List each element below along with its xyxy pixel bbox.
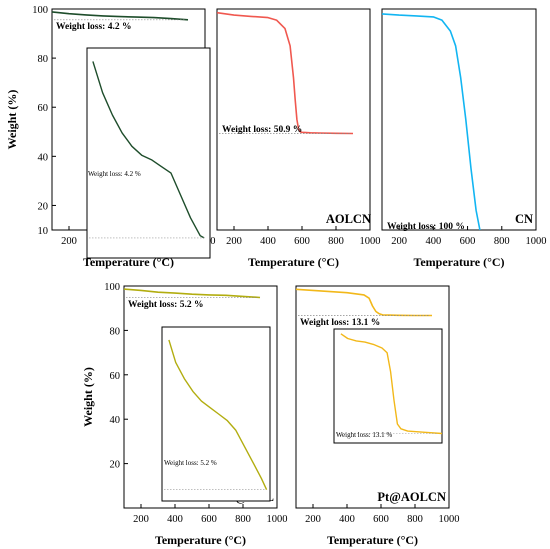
- y-tick-label: 80: [110, 326, 121, 337]
- plot-frame: [381, 8, 537, 231]
- x-axis-label: Temperature (°C): [155, 533, 246, 547]
- x-tick-label: 800: [328, 236, 344, 247]
- panel-pt-aolcn: 200 400 600 800 1000 Temperature (°C) Weight l…: [295, 285, 460, 547]
- weight-loss-annotation: Weight loss: 50.9 %: [222, 125, 302, 135]
- x-tick-label: 1000: [267, 514, 288, 525]
- y-tick-label: 100: [32, 5, 48, 16]
- x-tick-label: 600: [201, 514, 217, 525]
- series-line: [295, 288, 432, 317]
- x-tick-label: 1000: [360, 236, 381, 247]
- x-tick-label: 1000: [439, 514, 460, 525]
- x-tick-label: 200: [61, 236, 77, 247]
- x-axis-label: Temperature (°C): [327, 533, 418, 547]
- panel-label: CN: [515, 212, 533, 226]
- inset-frame: [161, 326, 271, 502]
- x-tick-label: 600: [294, 236, 310, 247]
- y-tick-label: 80: [38, 54, 49, 65]
- y-tick-label: 60: [38, 103, 49, 114]
- weight-loss-annotation: Weight loss: 4.2 %: [56, 22, 131, 32]
- x-tick-label: 1000: [526, 236, 547, 247]
- inset: Weight loss: 4.2 %: [86, 47, 211, 259]
- inset-weight-loss-annotation: Weight loss: 13.1 %: [336, 431, 392, 439]
- x-tick-label: 600: [373, 514, 389, 525]
- panel-cn: 200 400 600 800 1000 Temperature (°C) Weight l…: [381, 8, 547, 269]
- inset-weight-loss-annotation: Weight loss: 4.2 %: [88, 170, 141, 178]
- panel-aolcn: 200 400 600 800 1000 Temperature (°C) Weight l…: [216, 8, 381, 269]
- x-tick-label: 200: [391, 236, 407, 247]
- inset-series-line: [340, 333, 443, 435]
- y-tick-label: 100: [104, 282, 120, 293]
- panel-label: Pt@AOLCN: [377, 490, 446, 504]
- y-axis-label: Weight (%): [5, 90, 19, 150]
- y-tick-label: 20: [110, 460, 121, 471]
- inset-frame: [333, 328, 443, 444]
- series-line: [381, 13, 481, 231]
- panel-label: AOLCN: [326, 212, 371, 226]
- x-axis-label: Temperature (°C): [248, 255, 339, 269]
- x-tick-label: 400: [339, 514, 355, 525]
- x-tick-label: 400: [260, 236, 276, 247]
- y-tick-label: 40: [38, 152, 49, 163]
- y-tick-label: 60: [110, 371, 121, 382]
- x-axis-label: Temperature (°C): [413, 255, 504, 269]
- x-tick-label: 800: [407, 514, 423, 525]
- inset-series-line: [92, 61, 205, 239]
- inset-series-line: [168, 339, 268, 490]
- plot-frame: [123, 285, 278, 509]
- inset-frame: [86, 47, 211, 259]
- series-line: [216, 11, 354, 135]
- weight-loss-annotation: Weight loss: 100 %: [387, 222, 465, 232]
- x-tick-label: 800: [494, 236, 510, 247]
- y-tick-label: 10: [38, 226, 49, 237]
- x-tick-label: 200: [133, 514, 149, 525]
- weight-loss-annotation: Weight loss: 13.1 %: [300, 318, 380, 328]
- plot-frame: [216, 8, 371, 231]
- y-axis-label: Weight (%): [81, 367, 95, 427]
- x-tick-label: 800: [235, 514, 251, 525]
- plot-frame: [295, 285, 450, 509]
- x-tick-label: 200: [305, 514, 321, 525]
- y-tick-label: 20: [38, 201, 49, 212]
- y-tick-label: 40: [110, 415, 121, 426]
- inset: Weight loss: 5.2 %: [161, 326, 271, 502]
- inset-weight-loss-annotation: Weight loss: 5.2 %: [164, 459, 217, 467]
- series-line: [123, 288, 261, 299]
- x-tick-label: 200: [226, 236, 242, 247]
- weight-loss-annotation: Weight loss: 5.2 %: [128, 300, 203, 310]
- series-line: [51, 11, 189, 21]
- x-tick-label: 400: [167, 514, 183, 525]
- inset: Weight loss: 13.1 %: [333, 328, 443, 444]
- panel-pt-aol: 200 400 600 800 1000 Temperature (°C) 20 40 60 80…: [81, 282, 288, 547]
- x-tick-label: 600: [460, 236, 476, 247]
- x-tick-label: 400: [425, 236, 441, 247]
